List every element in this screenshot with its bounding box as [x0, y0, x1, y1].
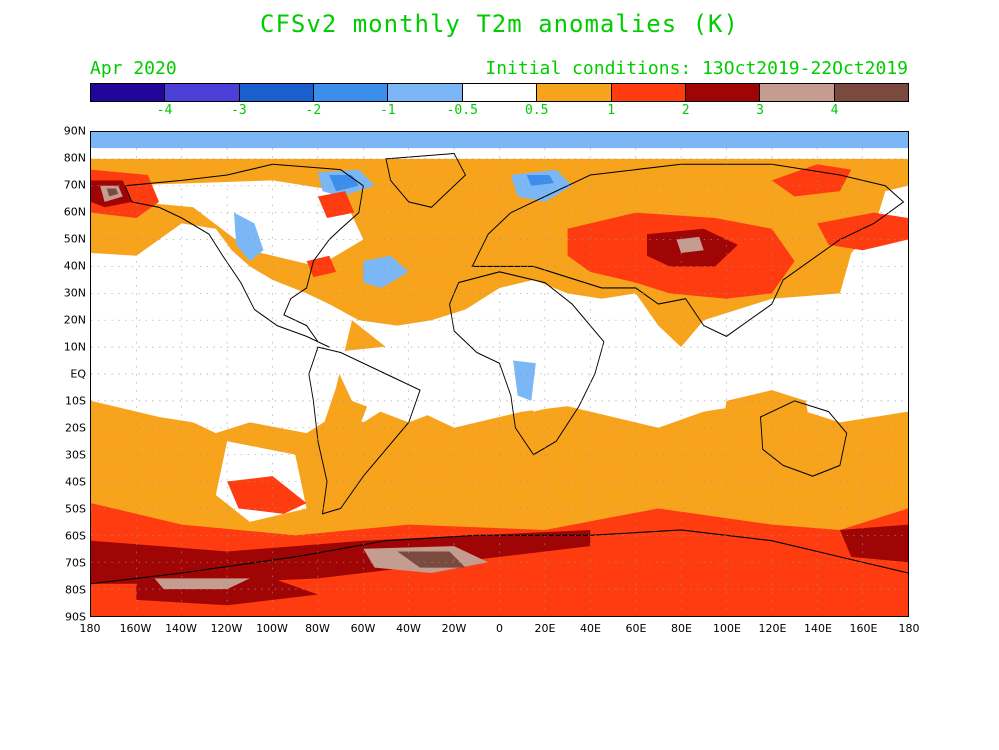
legend-label: -0.5 — [446, 103, 478, 118]
longitude-label: 180 — [79, 622, 101, 635]
legend-swatch — [91, 84, 166, 101]
latitude-label: 10N — [63, 340, 86, 354]
longitude-label: 100W — [256, 622, 288, 635]
anomaly-region — [721, 390, 813, 482]
legend-swatch — [462, 84, 538, 101]
colder-region — [526, 175, 554, 186]
extreme-region — [154, 578, 250, 590]
strong-warm-region — [817, 212, 908, 251]
cold-region — [363, 255, 409, 288]
coastline-eurasia — [471, 163, 905, 337]
longitude-label: 160W — [119, 622, 152, 635]
legend-swatch — [760, 84, 835, 101]
longitude-label: 20W — [441, 622, 467, 635]
latitude-label: 70S — [65, 556, 86, 570]
latitude-label: 40S — [65, 475, 86, 489]
longitude-label: 140W — [165, 622, 197, 635]
longitude-label: 60E — [625, 622, 647, 635]
latitude-label: 40N — [63, 259, 86, 273]
legend-swatch — [388, 84, 463, 101]
latitude-label: 90N — [63, 124, 86, 138]
very-warm-region — [839, 524, 908, 563]
max-warm-region — [397, 551, 466, 568]
longitude-label: 100E — [713, 622, 741, 635]
valid-month: Apr 2020 — [90, 58, 177, 79]
latitude-label: 50S — [65, 502, 86, 516]
longitude-label: 140E — [804, 622, 832, 635]
max-warm-layer — [106, 188, 466, 568]
cold-region — [513, 360, 536, 401]
legend-label: 0.5 — [524, 103, 549, 118]
legend-swatch — [239, 84, 315, 101]
longitude-label: 120W — [210, 622, 243, 635]
latitude-label: 30S — [65, 448, 86, 462]
coastline-south-america — [308, 346, 421, 515]
latitude-label: 60S — [65, 529, 86, 543]
legend-label: 4 — [830, 103, 839, 118]
latitude-label: 90S — [65, 610, 86, 624]
longitude-label: 40W — [396, 622, 421, 635]
max-warm-region — [106, 188, 119, 197]
legend-swatch — [611, 84, 686, 101]
strong-warm-region — [771, 164, 852, 197]
latitude-label: 50N — [63, 232, 86, 246]
longitude-label: 160E — [849, 622, 878, 635]
legend-label: 2 — [681, 103, 690, 118]
cold-region — [91, 132, 908, 149]
longitude-label: 120E — [758, 622, 787, 635]
longitude-label: 60W — [350, 622, 376, 635]
grid-lines — [91, 132, 908, 616]
anomaly-map — [90, 131, 909, 617]
coastline-australia — [760, 400, 848, 477]
legend-swatch — [685, 84, 761, 101]
chart-title: CFSv2 monthly T2m anomalies (K) — [260, 10, 739, 38]
strong-warm-region — [317, 191, 355, 219]
latitude-label: 70N — [63, 178, 86, 192]
extreme-region — [676, 236, 704, 253]
legend-label: 1 — [607, 103, 616, 118]
latitude-label: 20N — [63, 313, 86, 327]
legend-swatch — [537, 84, 612, 101]
legend-label: -4 — [156, 103, 173, 118]
latitude-label: 80S — [65, 583, 86, 597]
latitude-label: 10S — [65, 394, 86, 408]
colder-anomaly-layer — [329, 175, 554, 192]
latitude-label: 80N — [63, 151, 86, 165]
legend-swatch — [314, 84, 389, 101]
latitude-label: 60N — [63, 205, 86, 219]
latitude-label: 20S — [65, 421, 86, 435]
colder-region — [329, 175, 359, 192]
longitude-label: 20E — [534, 622, 556, 635]
legend-label: -1 — [379, 103, 396, 118]
cold-region — [233, 212, 264, 262]
color-legend-bar — [90, 83, 909, 102]
init-conditions: Initial conditions: 13Oct2019-22Oct2019 — [485, 58, 908, 79]
color-legend-labels: -4 -3 -2 -1 -0.5 0.5 1 2 3 4 — [90, 103, 909, 119]
coastline-greenland — [385, 152, 467, 208]
longitude-label: 80W — [305, 622, 330, 635]
legend-swatch — [165, 84, 240, 101]
latitude-label: EQ — [70, 367, 86, 381]
longitude-label: 0 — [496, 622, 503, 635]
longitude-label: 80E — [671, 622, 692, 635]
legend-label: -3 — [231, 103, 247, 118]
legend-label: -2 — [305, 103, 322, 118]
longitude-label: 180 — [898, 622, 920, 635]
longitude-label: 40E — [580, 622, 601, 635]
strong-warm-region — [227, 476, 307, 514]
neutral-region — [91, 341, 262, 391]
latitude-label: 30N — [63, 286, 86, 300]
legend-label: 3 — [756, 103, 764, 118]
very-warm-region — [91, 529, 591, 584]
legend-swatch — [834, 84, 908, 101]
